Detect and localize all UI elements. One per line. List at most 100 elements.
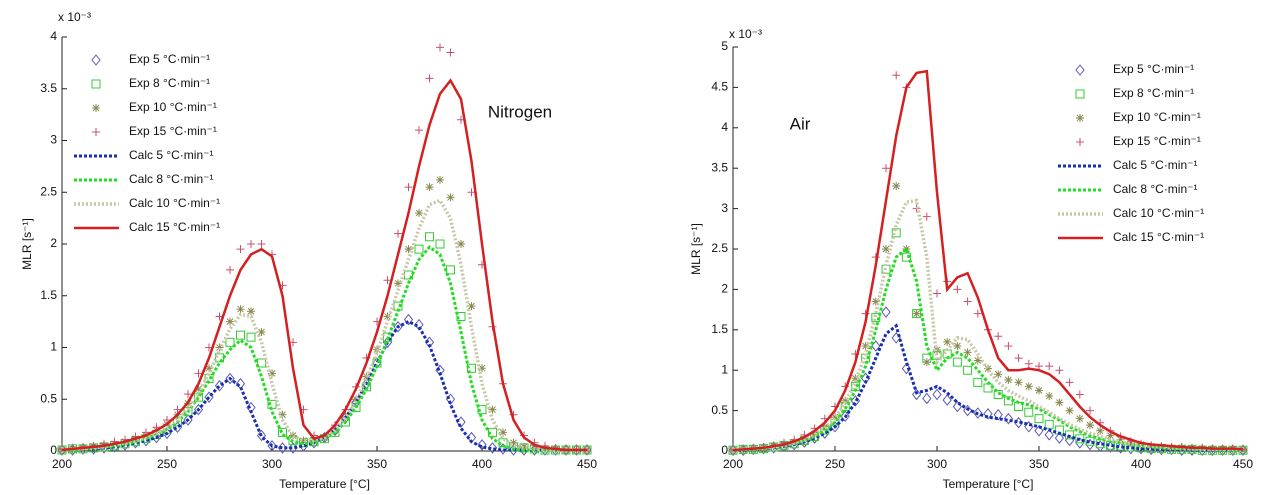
exp-marker — [415, 208, 423, 217]
exp-marker — [963, 365, 973, 375]
exp-marker — [1004, 375, 1013, 384]
exp-marker — [267, 440, 277, 452]
legend-label: Calc 15 °C·min⁻¹ — [1113, 230, 1204, 244]
exp-marker — [851, 374, 860, 383]
legend-label: Exp 10 °C·min⁻¹ — [1113, 110, 1201, 124]
exp-marker — [226, 265, 234, 274]
exp-marker — [952, 357, 962, 367]
exp-marker — [993, 408, 1003, 421]
y-tick-label: 0 — [721, 443, 728, 457]
exp-marker — [394, 229, 402, 238]
exp-marker — [1055, 366, 1064, 375]
y-tick-label: 5 — [721, 39, 728, 53]
exp-marker — [425, 183, 434, 192]
x-tick-label: 300 — [262, 457, 282, 471]
legend-label: Calc 5 °C·min⁻¹ — [129, 148, 213, 162]
exp-marker — [1024, 382, 1033, 391]
exp-marker — [247, 240, 255, 248]
exp-marker — [446, 48, 455, 57]
y-tick-label: 4.5 — [711, 80, 728, 94]
legend-label: Exp 5 °C·min⁻¹ — [129, 52, 210, 66]
exp-marker — [520, 442, 528, 451]
legend-label: Exp 10 °C·min⁻¹ — [129, 100, 217, 114]
exp-marker — [404, 270, 413, 280]
exp-marker — [372, 358, 382, 368]
exp-marker — [1014, 354, 1023, 363]
y-tick-label: 0.5 — [711, 403, 728, 417]
y-tick-label: 3 — [721, 201, 728, 215]
exp-marker — [477, 438, 487, 451]
exp-marker — [425, 232, 434, 242]
exp-marker — [1014, 378, 1023, 387]
y-axis-label: MLR [s⁻¹] — [689, 223, 703, 275]
x-tick-label: 250 — [157, 457, 177, 471]
exp-marker — [257, 327, 266, 336]
exp-marker — [922, 392, 932, 405]
y-tick-label: 1 — [50, 340, 57, 354]
y-tick-label: 2.5 — [711, 241, 728, 255]
x-tick-label: 400 — [472, 457, 492, 471]
exp-marker — [973, 377, 983, 387]
legend-label: Calc 15 °C·min⁻¹ — [129, 220, 220, 234]
x-axis-label: Temperature [°C] — [279, 477, 370, 491]
exp-marker — [993, 389, 1003, 399]
exp-marker — [1003, 396, 1013, 406]
y-tick-label: 2.5 — [40, 184, 57, 198]
exp-marker — [257, 240, 266, 248]
exp-marker — [1075, 434, 1085, 444]
exp-marker — [467, 188, 476, 197]
exp-marker — [728, 445, 738, 455]
exp-marker — [467, 302, 476, 311]
exp-marker — [1044, 429, 1054, 441]
annotation: Nitrogen — [488, 102, 552, 121]
legend-label: Exp 8 °C·min⁻¹ — [1113, 86, 1194, 100]
exp-marker — [393, 320, 403, 333]
exp-marker — [841, 396, 850, 405]
exp-marker — [994, 370, 1003, 379]
exp-marker — [983, 408, 993, 420]
exp-marker — [1014, 402, 1024, 412]
legend-swatch — [91, 79, 101, 89]
exp-marker — [983, 383, 993, 393]
exp-marker — [973, 309, 982, 318]
exp-marker — [922, 358, 931, 367]
legend-label: Calc 10 °C·min⁻¹ — [129, 196, 220, 210]
legend-label: Calc 5 °C·min⁻¹ — [1113, 158, 1197, 172]
y-tick-label: 1.5 — [711, 322, 728, 336]
legend-swatch — [1075, 89, 1085, 99]
exp-marker — [57, 445, 67, 455]
exp-marker — [289, 431, 297, 440]
legend-swatch — [91, 54, 101, 66]
exp-marker — [404, 183, 413, 192]
exp-marker — [922, 212, 931, 221]
exp-marker — [1045, 392, 1054, 401]
exp-marker — [1024, 359, 1033, 368]
exp-marker — [247, 307, 255, 316]
annotation: Air — [790, 114, 811, 133]
legend-swatch — [92, 128, 100, 136]
legend-swatch — [1075, 64, 1085, 76]
chart-panel: 0 0.5 1 1.5 2 2.5 3 3.5 4 200 250 300 350 400 450 Tempe… — [20, 10, 597, 491]
legend-swatch — [1076, 114, 1084, 122]
exp-marker — [902, 245, 911, 253]
exp-marker — [457, 240, 465, 248]
calc-line — [62, 319, 587, 452]
exp-marker — [499, 428, 507, 437]
exp-marker — [1045, 362, 1054, 371]
exp-marker — [892, 181, 901, 190]
exp-marker — [99, 442, 109, 452]
exp-marker — [173, 405, 182, 414]
exp-marker — [973, 356, 982, 365]
exp-marker — [1054, 432, 1065, 444]
exp-marker — [963, 297, 972, 306]
exp-marker — [1034, 424, 1044, 437]
exp-marker — [435, 239, 445, 249]
exp-marker — [942, 394, 952, 406]
x-tick-label: 350 — [1029, 457, 1049, 471]
exp-marker — [446, 193, 455, 202]
exp-marker — [225, 372, 235, 385]
calc-line — [733, 323, 1243, 452]
exp-marker — [1003, 412, 1014, 425]
